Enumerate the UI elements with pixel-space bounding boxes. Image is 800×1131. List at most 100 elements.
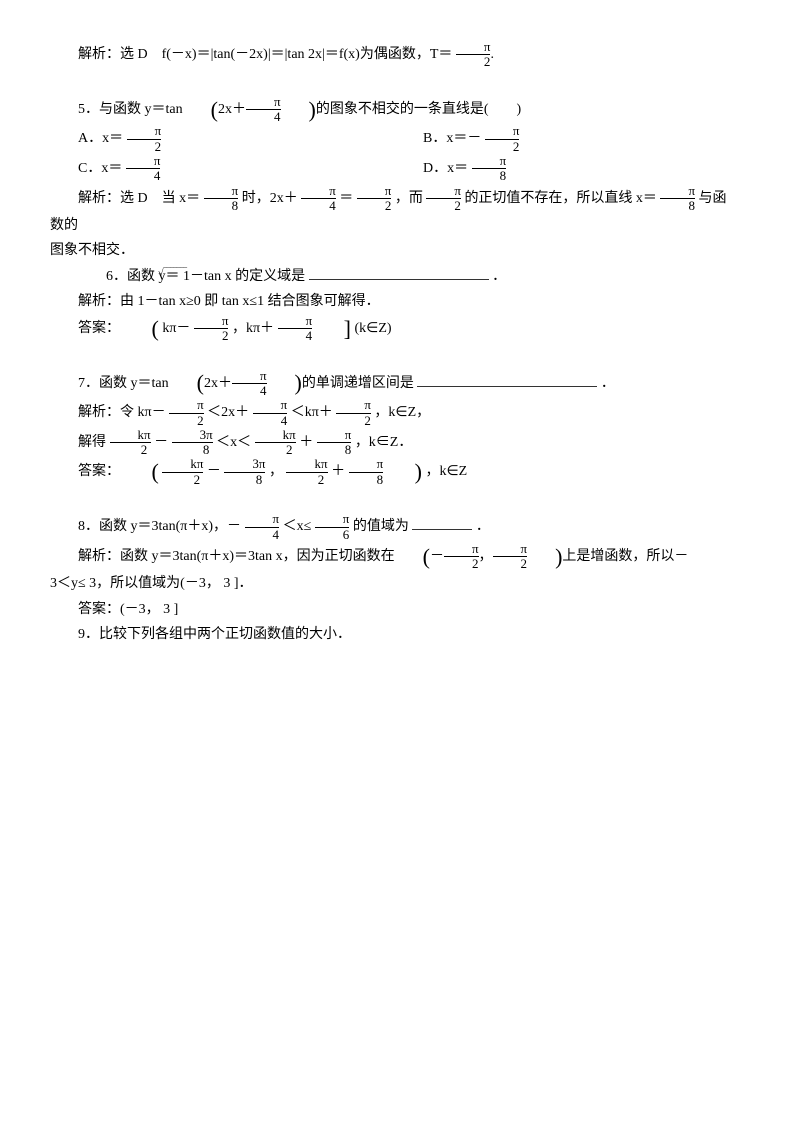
q4-frac: π 2 (456, 40, 491, 70)
q5-exp-f2: π4 (301, 184, 336, 214)
q6-answer: 答案： ( kπ－ π2 ，kπ＋ π4 ] (k∈Z) (50, 314, 740, 344)
q7-s-m1: － (154, 435, 168, 450)
q7-blank (417, 372, 597, 387)
q8-int-lparen: ( (395, 546, 430, 568)
q7-answer: 答案： ( kπ2 － 3π8 ， kπ2 ＋ π8 ) ，k∈Z (50, 457, 740, 487)
q6-sqrt-icon: √‾‾‾‾‾‾‾ (130, 265, 187, 283)
q5-rparen: ) (281, 99, 316, 121)
q7-solve-pre: 解得 (78, 435, 106, 450)
q7-e-m1: ＜2x＋ (207, 405, 249, 420)
q5-opt-b: B．x＝－ π 2 (395, 124, 740, 154)
q8-i-f1: π2 (444, 542, 479, 572)
q6-blank (309, 265, 489, 280)
q6-ans-rparen: ] (316, 318, 351, 340)
q5-options-ab: A．x＝ π 2 B．x＝－ π 2 (50, 124, 740, 154)
q5-lparen: ( (183, 99, 218, 121)
q5-exp-f3: π2 (357, 184, 392, 214)
q5-stem-frac: π 4 (246, 95, 281, 125)
q5-a-pre: A．x＝ (78, 131, 123, 146)
q4-explain-text: 解析：选 D f(－x)＝|tan(－2x)|＝|tan 2x|＝f(x)为偶函… (78, 47, 452, 62)
q8-i-f2: π2 (493, 542, 528, 572)
q6-ans-comma: ，kπ＋ (232, 321, 274, 336)
q5-exp-f1: π8 (204, 184, 239, 214)
q5-c-frac: π 4 (126, 154, 161, 184)
q7-stem-pre: 7．函数 y＝tan (78, 376, 169, 391)
q7-s-f3: kπ2 (255, 428, 296, 458)
q6-ans-frac2: π4 (278, 314, 313, 344)
q5-opt-d: D．x＝ π 8 (395, 154, 740, 184)
q7-a-m3: ＋ (331, 464, 345, 479)
q7-e-m2: ＜kπ＋ (291, 405, 333, 420)
q8-stem-pre: 8．函数 y＝3tan(π＋x)，－ (78, 519, 241, 534)
q7-s-f2: 3π8 (172, 428, 213, 458)
q5-opt-c: C．x＝ π 4 (50, 154, 395, 184)
q5-opt-a: A．x＝ π 2 (50, 124, 395, 154)
q7-a-m1: － (207, 464, 221, 479)
q5-d-pre: D．x＝ (423, 161, 468, 176)
q8-exp2: 3＜y≤ 3，所以值域为(－3， 3 ]． (50, 571, 740, 596)
q5-b-pre: B．x＝－ (423, 131, 481, 146)
q5-c-pre: C．x＝ (78, 161, 122, 176)
q7-stem: 7．函数 y＝tan(2x＋π4)的单调递增区间是 ． (50, 369, 740, 399)
q8-m1: ＜x≤ (283, 519, 312, 534)
q8-exp-pre: 解析：函数 y＝3tan(π＋x)＝3tan x，因为正切函数在 (78, 549, 395, 564)
q7-stem-inner: 2x＋ (204, 376, 232, 391)
q7-rparen: ) (267, 372, 302, 394)
q8-answer: 答案：(－3， 3 ] (50, 597, 740, 622)
q7-stem-frac: π4 (232, 369, 267, 399)
q6-explanation: 解析：由 1－tan x≥0 即 tan x≤1 结合图象可解得． (50, 289, 740, 314)
q5-exp-m2: ＝ (339, 191, 353, 206)
q6-tail: ． (492, 269, 506, 284)
q7-e-f1: π2 (169, 398, 204, 428)
q8-m2: 的值域为 (353, 519, 409, 534)
q8-exp-m: 上是增函数，所以－ (562, 549, 688, 564)
q7-e-m3: ，k∈Z， (374, 405, 430, 420)
q7-s-m3: ＋ (299, 435, 313, 450)
q7-solve: 解得 kπ2 － 3π8 ＜x＜ kπ2 ＋ π8 ，k∈Z． (50, 428, 740, 458)
q7-a-f1: kπ2 (162, 457, 203, 487)
q7-a-m2: ， (269, 464, 283, 479)
q7-exp-pre: 解析：令 kπ－ (78, 405, 166, 420)
q8-f1: π4 (245, 512, 280, 542)
q7-a-f3: kπ2 (286, 457, 327, 487)
q7-s-f4: π8 (317, 428, 352, 458)
q5-b-frac: π 2 (485, 124, 520, 154)
q8-blank (412, 515, 472, 530)
q8-int-rparen: ) (527, 546, 562, 568)
q5-stem-inner: 2x＋ (218, 102, 246, 117)
q5-exp-f5: π8 (660, 184, 695, 214)
q5-explanation-line2: 图象不相交． (50, 238, 740, 263)
q6-ans-frac1: π2 (194, 314, 229, 344)
q5-explanation: 解析：选 D 当 x＝ π8 时，2x＋ π4 ＝ π2 ，而 π2 的正切值不… (50, 184, 740, 239)
q6-stem: 6．函数 y＝ 1－tan x 的定义域是 √‾‾‾‾‾‾‾ ． (50, 264, 740, 289)
q7-ans-rparen: ) (387, 461, 422, 483)
q8-stem: 8．函数 y＝3tan(π＋x)，－ π4 ＜x≤ π6 的值域为 ． (50, 512, 740, 542)
q6-ans-kpi-minus: kπ－ (162, 321, 190, 336)
q6-ans-tail: (k∈Z) (354, 321, 391, 336)
q7-e-f2: π4 (253, 398, 288, 428)
q5-exp-m1: 时，2x＋ (242, 191, 298, 206)
q9-stem: 9．比较下列各组中两个正切函数值的大小． (50, 622, 740, 647)
q7-tail: ． (601, 376, 615, 391)
q7-e-f3: π2 (336, 398, 371, 428)
q7-a-f2: 3π8 (224, 457, 265, 487)
q5-exp-m3: ，而 (395, 191, 423, 206)
q7-lparen: ( (169, 372, 204, 394)
q6-ans-lparen: ( (124, 318, 159, 340)
q7-s-f1: kπ2 (110, 428, 151, 458)
q5-exp-m4: 的正切值不存在，所以直线 x＝ (464, 191, 657, 206)
q7-ans-lparen: ( (124, 461, 159, 483)
q7-ans-pre: 答案： (78, 464, 120, 479)
q7-stem-post: 的单调递增区间是 (302, 376, 414, 391)
q7-a-tail: ，k∈Z (425, 464, 467, 479)
q5-d-frac: π 8 (472, 154, 507, 184)
q6-ans-prefix: 答案： (78, 321, 120, 336)
q5-stem: 5．与函数 y＝tan(2x＋ π 4 )的图象不相交的一条直线是( ) (50, 95, 740, 125)
q5-exp-pre: 解析：选 D 当 x＝ (78, 191, 200, 206)
q8-int-c: ， (479, 549, 493, 564)
q4-period: . (490, 47, 494, 62)
q5-a-frac: π 2 (127, 124, 162, 154)
q8-int-l: － (430, 549, 444, 564)
q8-tail: ． (476, 519, 490, 534)
q5-stem-post: 的图象不相交的一条直线是( ) (316, 102, 521, 117)
